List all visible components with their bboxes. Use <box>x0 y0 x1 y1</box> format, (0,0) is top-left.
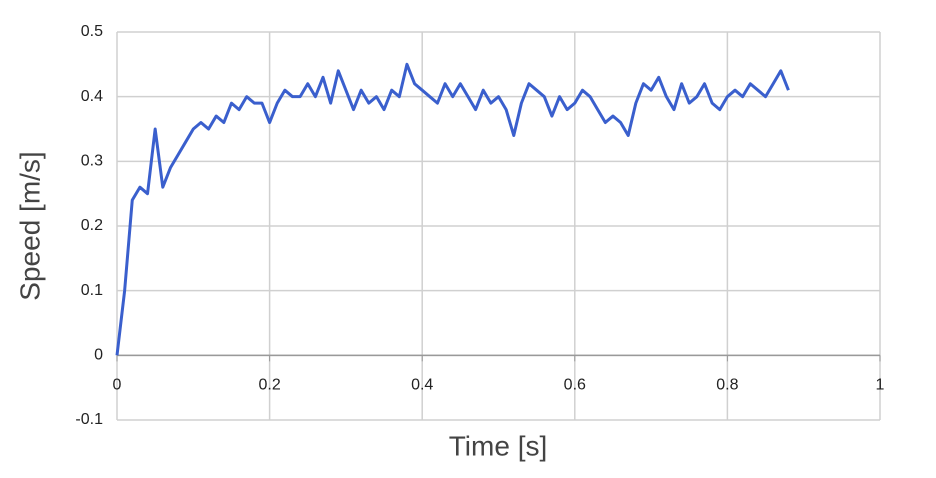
x-tick-label: 0.6 <box>564 377 586 394</box>
y-tick-label: 0 <box>94 347 103 364</box>
x-tick-label: 0.2 <box>258 377 280 394</box>
y-tick-label: 0.1 <box>81 282 103 299</box>
x-tick-label: 0.8 <box>716 377 738 394</box>
y-tick-label: 0.3 <box>81 153 103 170</box>
x-tick-label: 0.4 <box>411 377 433 394</box>
y-tick-label: 0.4 <box>81 88 103 105</box>
x-tick-label: 0 <box>113 377 122 394</box>
y-tick-label: 0.5 <box>81 23 103 40</box>
x-tick-label: 1 <box>876 377 885 394</box>
y-tick-label: -0.1 <box>75 411 103 428</box>
y-axis-title: Speed [m/s] <box>14 151 45 300</box>
series-line <box>115 62 790 356</box>
x-axis-title: Time [s] <box>449 430 548 461</box>
y-tick-label: 0.2 <box>81 217 103 234</box>
